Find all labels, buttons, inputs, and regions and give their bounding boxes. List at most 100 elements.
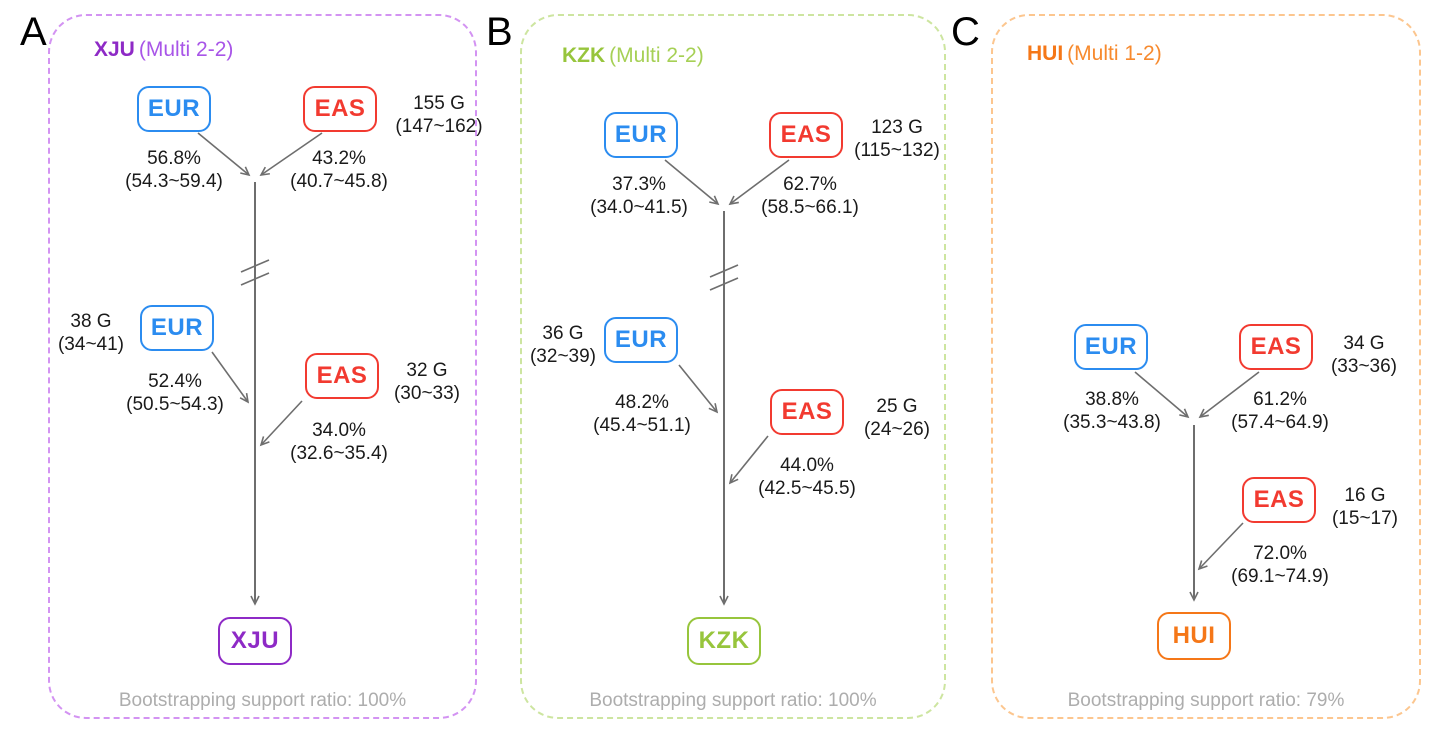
proportion-value: 72.0% <box>1253 543 1307 564</box>
population-box-eas-third: EAS <box>770 389 844 435</box>
proportion-ci: (58.5~66.1) <box>761 197 859 218</box>
proportion-value: 38.8% <box>1085 389 1139 410</box>
proportion-ci: (45.4~51.1) <box>593 415 691 436</box>
arrow-eas-third <box>259 400 303 447</box>
population-box-eas-top: EAS <box>769 112 843 158</box>
arrow-eas-top <box>259 132 323 177</box>
generation-value: 16 G <box>1344 485 1386 506</box>
generation-label-top: 123 G (115~132) <box>837 116 957 162</box>
generation-value: 38 G <box>70 311 112 332</box>
admixture-proportion-top-left: 56.8% (54.3~59.4) <box>109 147 239 193</box>
generation-label-third: 32 G (30~33) <box>382 359 472 405</box>
panel-title-model: (Multi 2-2) <box>138 38 234 61</box>
admixture-proportion-third: 44.0% (42.5~45.5) <box>742 454 872 500</box>
panel-letter-c: C <box>951 10 980 54</box>
proportion-ci: (54.3~59.4) <box>125 171 223 192</box>
time-break-mark <box>240 272 270 286</box>
proportion-ci: (42.5~45.5) <box>758 478 856 499</box>
target-population-box: HUI <box>1157 612 1231 660</box>
population-box-eur-top: EUR <box>137 86 211 132</box>
generation-label-top: 155 G (147~162) <box>379 92 499 138</box>
admixture-proportion-third: 34.0% (32.6~35.4) <box>274 419 404 465</box>
generation-value: 155 G <box>413 93 465 114</box>
population-box-eas-third: EAS <box>305 353 379 399</box>
admixture-graph-lines <box>1134 371 1260 602</box>
arrow-eur-top <box>197 132 251 177</box>
generation-label-second: 38 G (34~41) <box>50 310 132 356</box>
proportion-ci: (57.4~64.9) <box>1231 412 1329 433</box>
population-box-eas-top: EAS <box>1239 324 1313 370</box>
proportion-value: 34.0% <box>312 420 366 441</box>
bootstrap-support-text: Bootstrapping support ratio: 100% <box>118 690 407 711</box>
generation-value: 25 G <box>876 396 918 417</box>
arrow-eur-second <box>678 364 719 414</box>
generation-ci: (32~39) <box>529 346 597 367</box>
generation-value: 123 G <box>871 117 923 138</box>
proportion-ci: (69.1~74.9) <box>1231 566 1329 587</box>
panel-xju: XJU (Multi 2-2) EUR EAS 155 G (147~162) 5… <box>48 14 483 719</box>
panel-title-population: XJU <box>94 38 135 61</box>
bootstrap-support-text: Bootstrapping support ratio: 100% <box>589 690 877 711</box>
proportion-value: 52.4% <box>148 371 202 392</box>
arrow-eas-top <box>728 159 790 206</box>
arrow-eur-second <box>211 351 250 404</box>
arrow-eur-top <box>1134 371 1190 419</box>
panel-title-model: (Multi 1-2) <box>1067 42 1162 65</box>
panel-kzk: KZK (Multi 2-2) EUR EAS 123 G (115~132) 3… <box>520 14 946 719</box>
admixture-proportion-second: 48.2% (45.4~51.1) <box>577 391 707 437</box>
proportion-value: 61.2% <box>1253 389 1307 410</box>
generation-label-third: 25 G (24~26) <box>852 395 942 441</box>
panel-title: HUI (Multi 1-2) <box>1027 42 1162 66</box>
generation-label-third: 16 G (15~17) <box>1320 484 1410 530</box>
time-break-mark <box>709 264 739 278</box>
target-population-box: XJU <box>218 617 292 665</box>
generation-ci: (115~132) <box>854 140 940 161</box>
population-box-eur-top: EUR <box>1074 324 1148 370</box>
panel-letter-b: B <box>486 10 513 54</box>
proportion-ci: (40.7~45.8) <box>290 171 388 192</box>
admixture-proportion-top-right: 62.7% (58.5~66.1) <box>745 173 875 219</box>
generation-ci: (24~26) <box>863 419 931 440</box>
time-break-mark <box>709 277 739 291</box>
panel-title: XJU (Multi 2-2) <box>94 38 233 62</box>
admixture-proportion-top-left: 38.8% (35.3~43.8) <box>1047 388 1177 434</box>
population-box-eas-top: EAS <box>303 86 377 132</box>
panel-title-population: HUI <box>1027 42 1064 65</box>
population-box-eas-third: EAS <box>1242 477 1316 523</box>
generation-value: 36 G <box>542 323 584 344</box>
generation-ci: (30~33) <box>393 383 461 404</box>
arrow-eur-top <box>664 159 720 206</box>
proportion-value: 56.8% <box>147 148 201 169</box>
proportion-ci: (34.0~41.5) <box>590 197 688 218</box>
admixture-graph-lines <box>664 159 790 606</box>
bootstrap-support-text: Bootstrapping support ratio: 79% <box>1067 690 1345 711</box>
proportion-value: 44.0% <box>780 455 834 476</box>
proportion-ci: (35.3~43.8) <box>1063 412 1161 433</box>
population-box-eur-second: EUR <box>140 305 214 351</box>
proportion-ci: (50.5~54.3) <box>126 394 224 415</box>
panel-letter-a: A <box>20 10 47 54</box>
proportion-value: 48.2% <box>615 392 669 413</box>
generation-value: 34 G <box>1343 333 1385 354</box>
admixture-proportion-second: 52.4% (50.5~54.3) <box>110 370 240 416</box>
generation-value: 32 G <box>406 360 448 381</box>
generation-label-top: 34 G (33~36) <box>1319 332 1409 378</box>
arrow-eas-third <box>728 435 769 485</box>
panel-title: KZK (Multi 2-2) <box>562 44 704 68</box>
arrow-eas-top <box>1198 371 1260 419</box>
generation-ci: (33~36) <box>1330 356 1398 377</box>
generation-label-second: 36 G (32~39) <box>522 322 604 368</box>
proportion-value: 62.7% <box>783 174 837 195</box>
admixture-proportion-top-right: 43.2% (40.7~45.8) <box>274 147 404 193</box>
generation-ci: (147~162) <box>395 116 483 137</box>
admixture-proportion-top-left: 37.3% (34.0~41.5) <box>574 173 704 219</box>
population-box-eur-top: EUR <box>604 112 678 158</box>
panel-title-model: (Multi 2-2) <box>609 44 704 67</box>
generation-ci: (34~41) <box>57 334 125 355</box>
generation-ci: (15~17) <box>1331 508 1399 529</box>
admixture-proportion-third: 72.0% (69.1~74.9) <box>1215 542 1345 588</box>
proportion-value: 43.2% <box>312 148 366 169</box>
arrow-eas-third <box>1197 522 1244 571</box>
proportion-value: 37.3% <box>612 174 666 195</box>
